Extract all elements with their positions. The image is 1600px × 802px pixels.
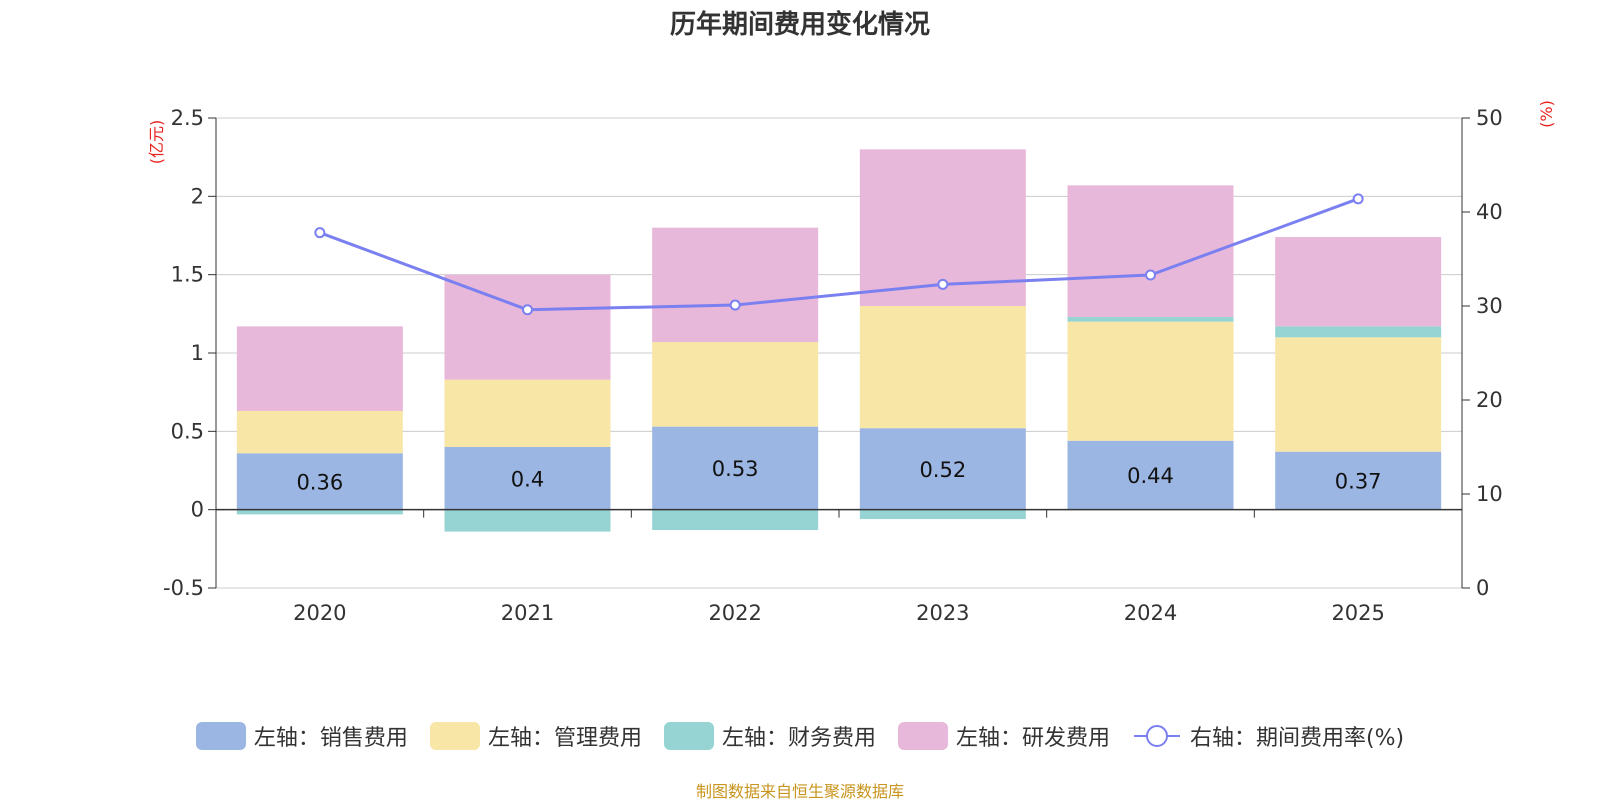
- left-axis-tick-label: 1: [191, 341, 204, 365]
- bar-admin-2025: [1275, 337, 1442, 452]
- axis-layer: -0.5 0 0.5 1 1.5 2 2.5 0 10 20 30 40 50 (亿元) (%) 2020 20…: [147, 100, 1556, 625]
- x-tick-label: 2020: [293, 601, 346, 625]
- bar-sales-2022: [652, 426, 819, 510]
- legend-label-rate: 右轴：期间费用率(%): [1189, 726, 1405, 751]
- bar-admin-2022: [652, 342, 819, 427]
- bar-admin-2020: [236, 410, 403, 454]
- data-label-sales: 0.53: [712, 457, 759, 481]
- legend-item-sales[interactable]: 左轴：销售费用: [195, 720, 408, 752]
- bar-sales-2021: [444, 447, 611, 510]
- legend-label-admin: 左轴：管理费用: [487, 726, 642, 751]
- left-axis-tick-label: 0: [191, 498, 204, 522]
- bar-admin-2023: [859, 306, 1026, 429]
- chart-plot: -0.5 0 0.5 1 1.5 2 2.5 0 10 20 30 40 50 (亿元) (%) 2020 20…: [147, 100, 1556, 625]
- bar-finance-2022: [652, 509, 819, 531]
- left-axis-tick-label: -0.5: [163, 576, 204, 600]
- data-label-sales: 0.52: [919, 458, 966, 482]
- x-tick-label: 2023: [916, 601, 969, 625]
- bar-rnd-2021: [444, 274, 611, 380]
- left-axis-tick-label: 2: [191, 184, 204, 208]
- bar-finance-2021: [444, 509, 611, 532]
- legend-item-rate[interactable]: 右轴：期间费用率(%): [1132, 720, 1404, 752]
- legend-label-finance: 左轴：财务费用: [721, 726, 876, 751]
- bar-rnd-2024: [1067, 185, 1234, 317]
- legend-swatch-finance: [663, 722, 714, 750]
- point-rate-2022: [729, 299, 741, 311]
- point-rate-2025: [1352, 193, 1364, 205]
- right-axis-unit: (%): [1537, 100, 1556, 128]
- legend-line-marker-icon: [1133, 725, 1180, 747]
- left-axis-tick-label: 2.5: [171, 106, 204, 130]
- left-axis-unit: (亿元): [147, 120, 166, 165]
- legend-item-finance[interactable]: 左轴：财务费用: [663, 720, 876, 752]
- bar-rnd-2020: [236, 326, 403, 411]
- legend: 左轴：销售费用 左轴：管理费用 左轴：财务费用 左轴：研发费用 右轴：期间费用率…: [0, 720, 1600, 752]
- x-tick-label: 2021: [501, 601, 554, 625]
- bar-layer: [236, 149, 1442, 532]
- right-axis-tick-label: 20: [1476, 388, 1503, 412]
- source-note: 制图数据来自恒生聚源数据库: [695, 782, 904, 801]
- data-label-sales: 0.36: [296, 470, 343, 494]
- bar-sales-2020: [236, 453, 403, 510]
- right-axis-tick-label: 10: [1476, 482, 1503, 506]
- x-tick-label: 2024: [1124, 601, 1177, 625]
- legend-swatch-admin: [429, 722, 480, 750]
- point-rate-2020: [314, 227, 326, 239]
- legend-swatch-rnd: [897, 722, 948, 750]
- left-axis-tick-label: 1.5: [171, 263, 204, 287]
- left-axis-tick-label: 0.5: [171, 419, 204, 443]
- bar-sales-2024: [1067, 440, 1234, 510]
- bar-finance-2020: [236, 509, 403, 515]
- data-label-sales: 0.37: [1335, 470, 1382, 494]
- legend-item-rnd[interactable]: 左轴：研发费用: [897, 720, 1110, 752]
- bar-sales-2023: [859, 428, 1026, 510]
- right-axis-tick-label: 30: [1476, 294, 1503, 318]
- x-tick-label: 2025: [1331, 601, 1384, 625]
- right-axis-tick-label: 40: [1476, 200, 1503, 224]
- bar-rnd-2025: [1275, 237, 1442, 327]
- chart-title: 历年期间费用变化情况: [669, 10, 930, 40]
- bar-sales-2025: [1275, 451, 1442, 510]
- data-label-sales: 0.44: [1127, 464, 1174, 488]
- right-axis-tick-label: 0: [1476, 576, 1489, 600]
- bar-finance-2023: [859, 509, 1026, 520]
- point-rate-2023: [937, 278, 949, 290]
- bar-admin-2021: [444, 379, 611, 447]
- label-layer: 0.36 0.4 0.53 0.52 0.44 0.37: [296, 457, 1381, 494]
- legend-label-sales: 左轴：销售费用: [253, 726, 408, 751]
- x-tick-label: 2022: [708, 601, 761, 625]
- line-rate: [319, 197, 1359, 312]
- bar-rnd-2022: [652, 227, 819, 343]
- legend-item-admin[interactable]: 左轴：管理费用: [429, 720, 642, 752]
- point-rate-2024: [1145, 269, 1156, 281]
- legend-label-rnd: 左轴：研发费用: [955, 726, 1110, 751]
- right-axis-tick-label: 50: [1476, 106, 1503, 130]
- point-rate-2021: [522, 304, 533, 316]
- bar-finance-2024: [1067, 316, 1234, 322]
- bar-finance-2025: [1275, 326, 1442, 338]
- legend-swatch-sales: [195, 722, 246, 750]
- data-label-sales: 0.4: [511, 467, 544, 491]
- line-layer: [314, 193, 1364, 316]
- bar-admin-2024: [1067, 321, 1234, 441]
